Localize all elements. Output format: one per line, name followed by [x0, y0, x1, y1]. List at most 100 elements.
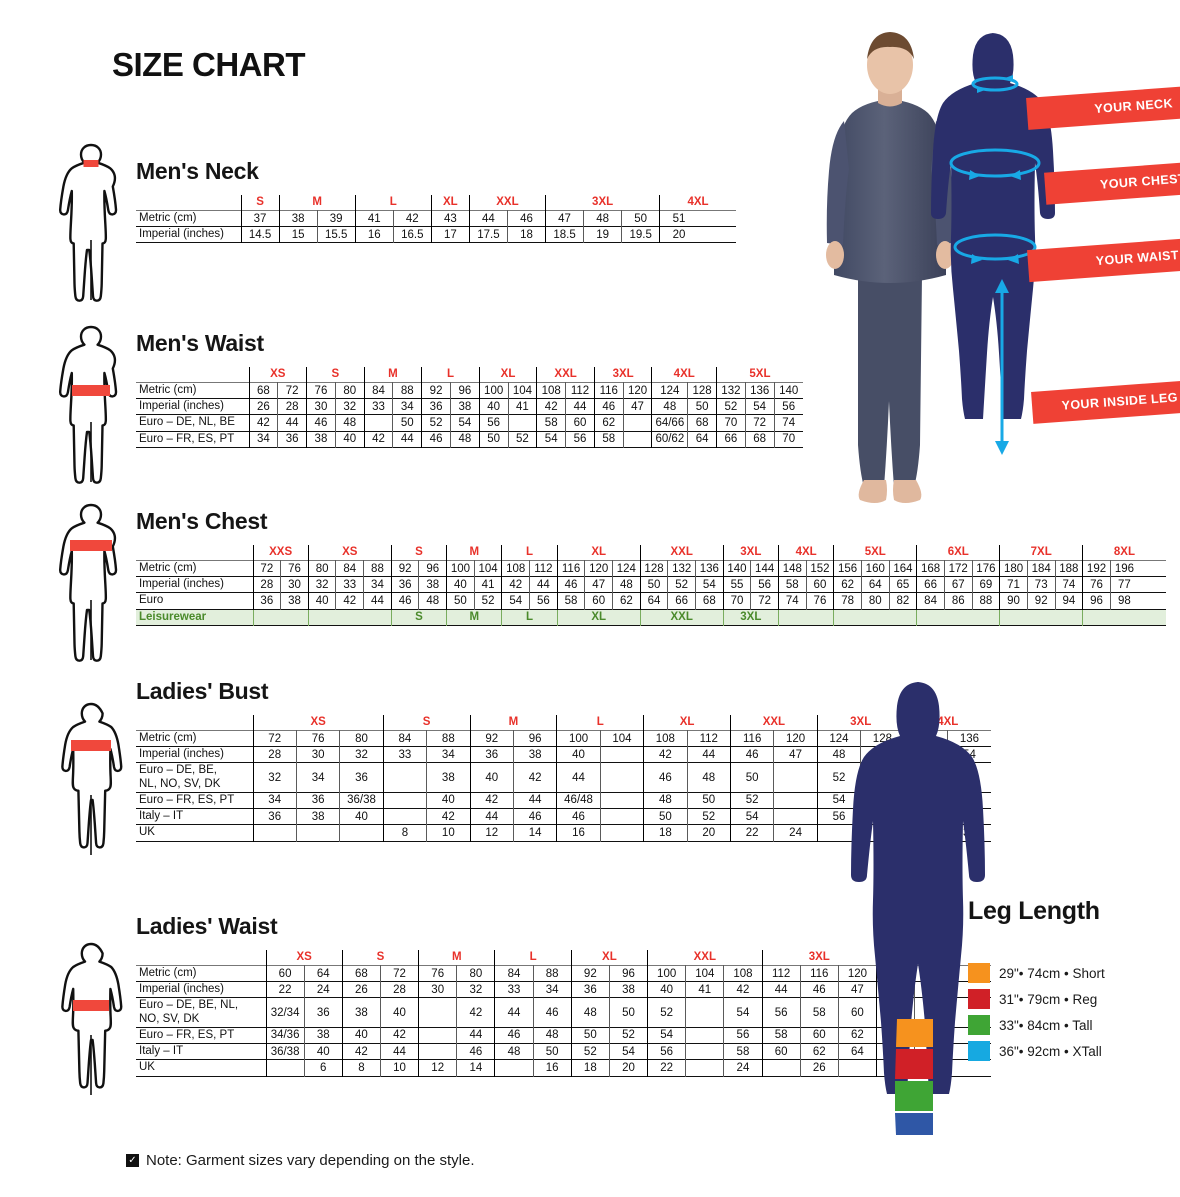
size-cell: 60: [761, 1043, 801, 1060]
size-cell: 56: [750, 576, 779, 593]
size-cell: 60: [799, 1027, 839, 1044]
size-cell: 58: [593, 431, 624, 448]
size-cell: 34: [248, 431, 278, 448]
size-header-m: M: [278, 195, 356, 211]
size-cell: 56: [529, 592, 558, 610]
size-cell: [339, 824, 384, 842]
size-cell: 62: [593, 414, 624, 432]
size-cell: 36: [469, 746, 514, 763]
size-cell: 76: [418, 965, 457, 982]
size-cell: [507, 414, 537, 432]
size-cell: 44: [529, 576, 558, 593]
size-cell: 47: [773, 746, 818, 763]
size-cell: 48: [816, 746, 861, 763]
size-cell: 82: [888, 592, 917, 610]
size-cell: 44: [761, 981, 801, 998]
size-cell: 42: [335, 592, 364, 610]
size-cell: [599, 762, 644, 793]
male-figure-chest: [56, 500, 126, 680]
size-cell: [382, 762, 427, 793]
size-cell: 33: [335, 576, 364, 593]
size-cell: 120: [584, 560, 613, 577]
size-cell: 17: [430, 226, 470, 243]
size-header-blank: [136, 195, 241, 211]
size-cell: 58: [536, 414, 566, 432]
row-label: Euro – FR, ES, PT: [136, 1027, 267, 1044]
table-row: Metric (cm) 37 38 39 41 42 43 44 46 47 48 50 51: [136, 210, 736, 227]
size-cell: 52: [729, 792, 774, 809]
size-cell: 70: [716, 414, 746, 432]
size-cell: 42: [379, 1027, 419, 1044]
size-cell: 66: [716, 431, 746, 448]
size-cell: 72: [744, 414, 775, 432]
size-cell: 50: [392, 414, 422, 432]
size-header-blank: [136, 367, 249, 383]
table-row: Euro – FR, ES, PT 34 36 38 40 42 44 46 48 50 52 54 5…: [136, 431, 803, 448]
size-cell: 42: [723, 981, 763, 998]
size-cell: 188: [1054, 560, 1083, 577]
row-label: Imperial (inches): [136, 746, 254, 763]
size-cell: 34: [363, 576, 392, 593]
size-cell: 22: [265, 981, 305, 998]
size-cell: 28: [277, 398, 307, 415]
size-cell: [599, 792, 644, 809]
size-cell: 50: [621, 210, 660, 227]
size-cell: 15.5: [316, 226, 356, 243]
size-cell: 46: [506, 210, 546, 227]
size-cell: 44: [379, 1043, 419, 1060]
size-cell: 44: [512, 792, 557, 809]
size-cell: 14: [512, 824, 557, 842]
size-cell: 34: [252, 792, 297, 809]
size-cell: 48: [651, 398, 688, 415]
size-cell: 30: [280, 576, 309, 593]
size-cell: 43: [430, 210, 470, 227]
size-cell: 28: [252, 746, 297, 763]
size-cell: [773, 808, 818, 825]
size-cell: 46: [494, 1027, 534, 1044]
size-cell: 40: [379, 997, 419, 1028]
size-cell: 104: [473, 560, 502, 577]
female-figure-bust: [56, 700, 126, 877]
size-cell: 46: [593, 398, 624, 415]
size-cell: 42: [456, 997, 495, 1028]
size-cell: 48: [532, 1027, 572, 1044]
size-header-m: M: [363, 367, 422, 383]
size-cell: [816, 824, 861, 842]
size-cell: 44: [392, 431, 422, 448]
row-label: UK: [136, 1059, 267, 1077]
table-row: Euro – DE, BE, NL, NO, SV, DK 32/34 36 38 40 4…: [136, 997, 991, 1028]
size-cell: 72: [379, 965, 419, 982]
size-cell: 32: [456, 981, 495, 998]
size-cell: 88: [426, 730, 471, 747]
size-cell: 40: [334, 431, 365, 448]
size-cell: 60: [265, 965, 305, 982]
size-cell: 44: [468, 210, 508, 227]
size-cell: [599, 746, 644, 763]
size-cell: 66: [916, 576, 945, 593]
size-cell: 54: [723, 997, 763, 1028]
size-cell: 26: [248, 398, 278, 415]
section-mens-chest: Men's Chest XXS XS S M L XL XXL 3XL 4XL 5XL 6XL 7XL…: [136, 508, 1166, 626]
table-ladies-bust: XS S M L XL XXL 3XL 4XL Metric (cm) 72 76 80 84 88 92 9…: [136, 715, 991, 842]
section-title: Men's Neck: [136, 158, 259, 184]
size-header-xxl: XXL: [468, 195, 546, 211]
size-cell: 54: [647, 1027, 686, 1044]
size-cell: 60: [837, 997, 877, 1028]
leisurewear-cell: [777, 609, 834, 626]
size-cell: 38: [449, 398, 480, 415]
size-cell: 8: [382, 824, 427, 842]
size-cell: [685, 1043, 724, 1060]
table-row: Imperial (inches) 22 24 26 28 30 32 33 34 36 38 40 4…: [136, 981, 991, 998]
leisurewear-cell: 3XL: [722, 609, 779, 626]
size-cell: 30: [295, 746, 340, 763]
size-cell: [382, 808, 427, 825]
row-label: Metric (cm): [136, 382, 250, 399]
size-cell: 38: [278, 210, 318, 227]
size-cell: 52: [716, 398, 746, 415]
size-cell: 50: [532, 1043, 572, 1060]
size-cell: 18: [570, 1059, 610, 1077]
size-header-xxl: XXL: [647, 950, 763, 966]
size-cell: 44: [494, 997, 534, 1028]
size-cell: 40: [647, 981, 686, 998]
